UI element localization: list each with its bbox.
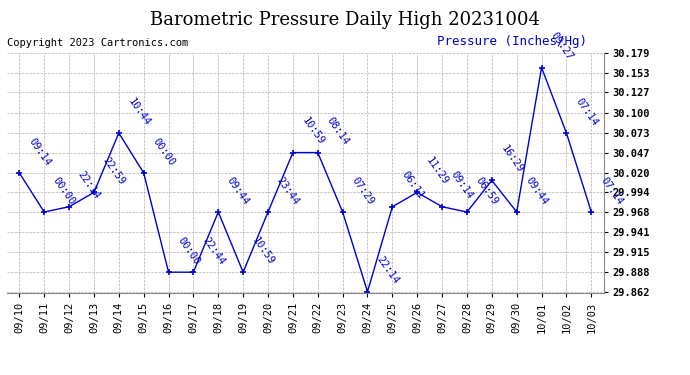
Text: 07:29: 07:29	[350, 175, 375, 207]
Text: 22:44: 22:44	[200, 235, 226, 267]
Text: 09:44: 09:44	[225, 175, 251, 207]
Text: 22:14: 22:14	[375, 255, 401, 286]
Text: 10:59: 10:59	[250, 235, 276, 267]
Text: 23:44: 23:44	[275, 175, 301, 207]
Text: 06:11: 06:11	[400, 170, 426, 201]
Text: 06:59: 06:59	[474, 175, 500, 207]
Text: 22:14: 22:14	[76, 170, 102, 201]
Text: 22:59: 22:59	[101, 156, 127, 187]
Text: 00:00: 00:00	[51, 175, 77, 207]
Text: 11:29: 11:29	[424, 156, 451, 187]
Text: 09:27: 09:27	[549, 31, 575, 62]
Text: 16:29: 16:29	[499, 144, 525, 175]
Text: Copyright 2023 Cartronics.com: Copyright 2023 Cartronics.com	[7, 38, 188, 48]
Text: 07:14: 07:14	[573, 96, 600, 128]
Text: 00:00: 00:00	[150, 136, 177, 167]
Text: Pressure (Inches/Hg): Pressure (Inches/Hg)	[437, 35, 586, 48]
Text: 09:14: 09:14	[449, 170, 475, 201]
Text: 00:00: 00:00	[175, 235, 201, 267]
Text: 07:14: 07:14	[598, 175, 624, 207]
Text: Barometric Pressure Daily High 20231004: Barometric Pressure Daily High 20231004	[150, 11, 540, 29]
Text: 09:14: 09:14	[26, 136, 52, 167]
Text: 09:44: 09:44	[524, 175, 550, 207]
Text: 08:14: 08:14	[325, 116, 351, 147]
Text: 10:59: 10:59	[300, 116, 326, 147]
Text: 10:44: 10:44	[126, 96, 152, 128]
